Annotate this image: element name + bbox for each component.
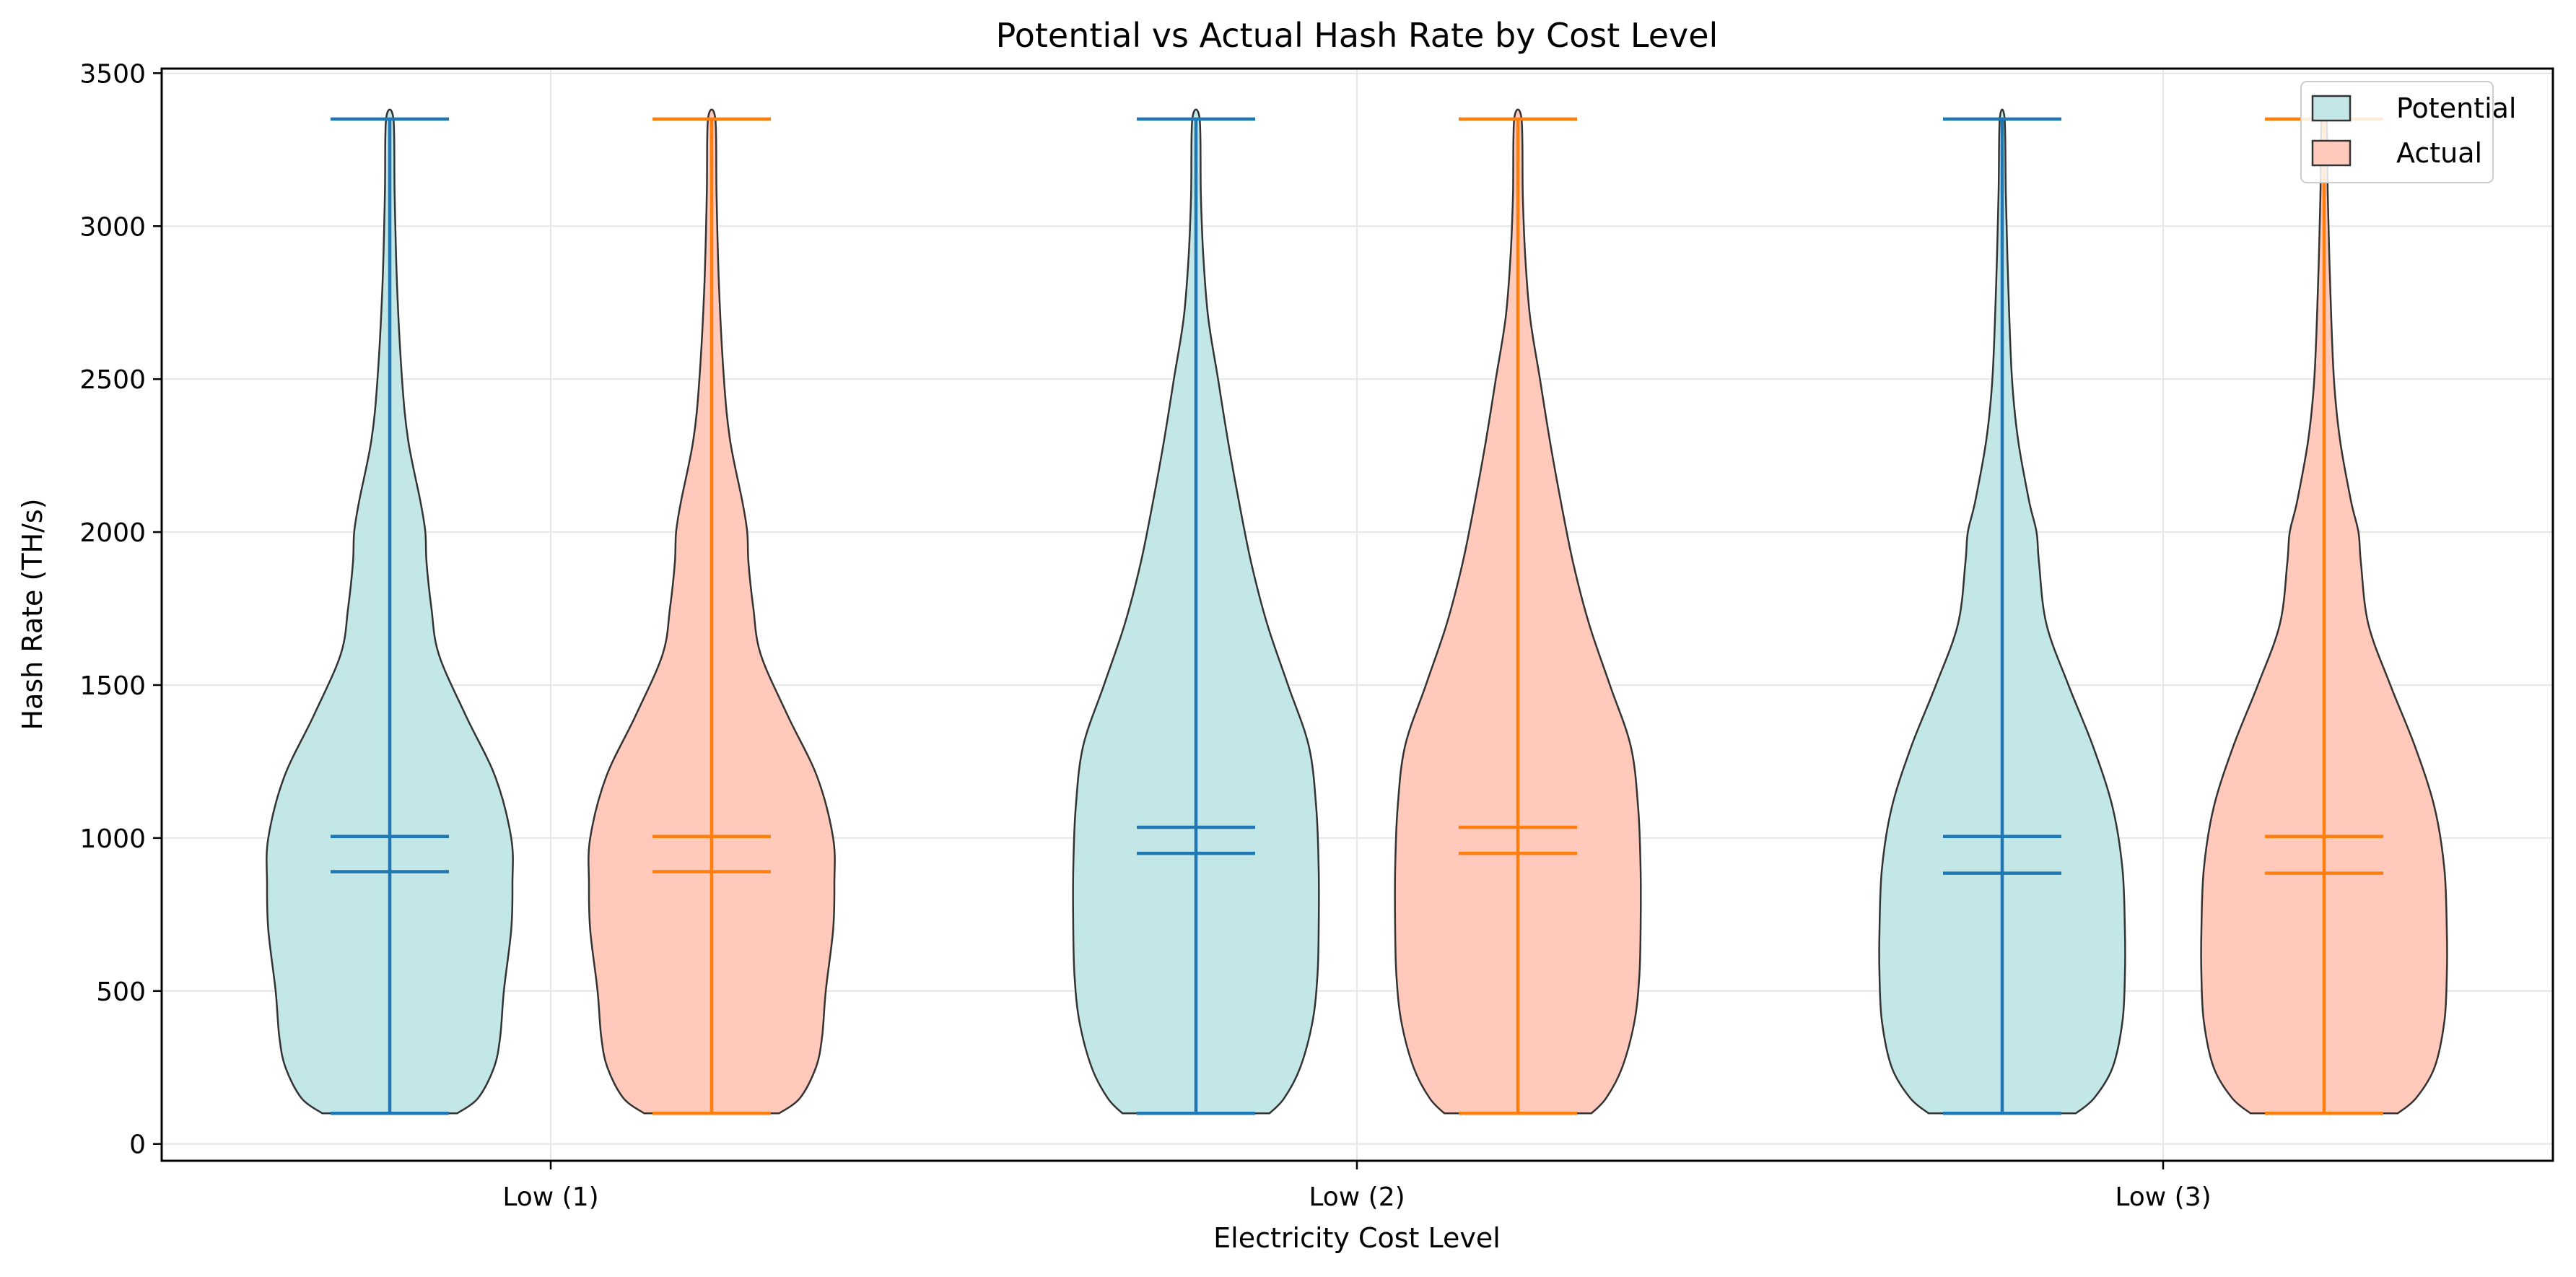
x-axis-label: Electricity Cost Level — [1213, 1222, 1501, 1254]
y-axis-ticks: 0 500 1000 1500 2000 2500 3000 3500 — [79, 59, 162, 1160]
legend: Potential Actual — [2300, 81, 2516, 183]
legend-label-potential: Potential — [2396, 92, 2516, 124]
x-tick-label: Low (3) — [2115, 1182, 2211, 1212]
legend-swatch-potential — [2311, 95, 2352, 122]
violin-potential — [1072, 108, 1320, 1115]
plot-area — [266, 108, 2448, 1115]
y-tick-label: 500 — [96, 977, 146, 1007]
violin-actual — [588, 108, 836, 1115]
legend-label-actual: Actual — [2396, 137, 2482, 169]
y-tick-label: 3000 — [79, 212, 146, 242]
violin-actual — [1394, 108, 1642, 1115]
chart-title: Potential vs Actual Hash Rate by Cost Le… — [996, 16, 1719, 55]
y-tick-label: 1000 — [79, 824, 146, 854]
violin-potential — [266, 108, 514, 1115]
grid-lines — [162, 69, 2553, 1161]
legend-swatch-actual — [2311, 139, 2352, 167]
x-tick-label: Low (2) — [1309, 1182, 1405, 1212]
y-tick-label: 2500 — [79, 365, 146, 395]
x-axis-ticks: Low (1) Low (2) Low (3) — [502, 1161, 2212, 1212]
x-tick-label: Low (1) — [502, 1182, 598, 1212]
y-axis-label: Hash Rate (TH/s) — [17, 498, 48, 730]
violin-potential — [1878, 108, 2126, 1115]
y-tick-label: 1500 — [79, 671, 146, 701]
y-tick-label: 2000 — [79, 518, 146, 548]
y-tick-label: 3500 — [79, 59, 146, 89]
y-tick-label: 0 — [129, 1130, 146, 1160]
